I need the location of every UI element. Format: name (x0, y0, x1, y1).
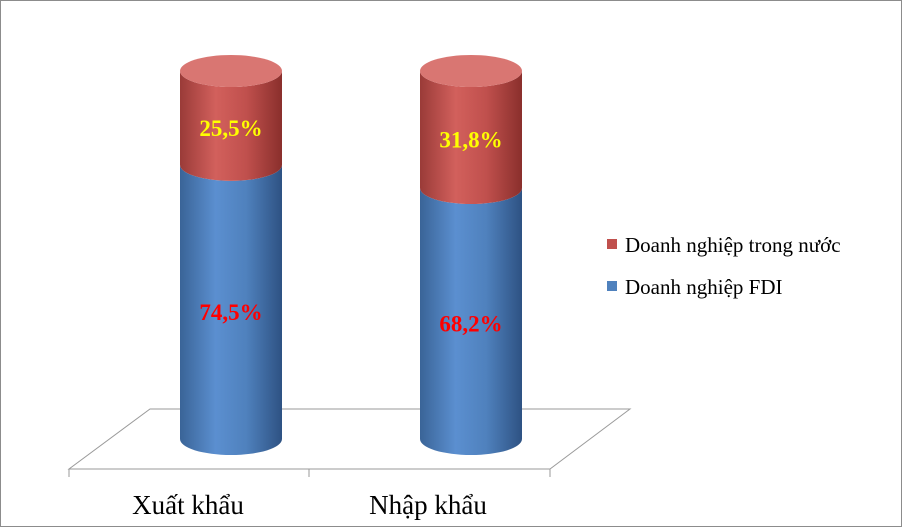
bars-group: 74,5% 25,5% 68,2% 31,8% (180, 55, 522, 456)
data-label-doanh-nghi-p-fdi-1: 68,2% (439, 312, 502, 337)
data-label-doanh-nghi-p-trong-n-c-0: 25,5% (199, 116, 262, 141)
category-label-xuat-khau: Xuất khẩu (132, 490, 244, 520)
category-label-nhap-khau: Nhập khẩu (369, 490, 487, 520)
legend-label-fdi: Doanh nghiệp FDI (625, 275, 782, 299)
bar-doanh-nghi-p-fdi-1 (420, 188, 522, 456)
bar-top-0 (180, 55, 282, 87)
bar-top-1 (420, 55, 522, 87)
legend-swatch-trong-nuoc (607, 239, 617, 249)
data-label-doanh-nghi-p-trong-n-c-1: 31,8% (439, 128, 502, 153)
data-label-doanh-nghi-p-fdi-0: 74,5% (199, 300, 262, 325)
bar-doanh-nghi-p-fdi-0 (180, 164, 282, 455)
legend-label-trong-nuoc: Doanh nghiệp trong nước (625, 233, 841, 257)
chart-floor (67, 408, 632, 470)
bar-doanh-nghi-p-trong-n-c-1 (420, 71, 522, 205)
bar-doanh-nghi-p-trong-n-c-0 (180, 71, 282, 181)
legend: Doanh nghiệp trong nước Doanh nghiệp FDI (607, 233, 841, 299)
legend-swatch-fdi (607, 281, 617, 291)
